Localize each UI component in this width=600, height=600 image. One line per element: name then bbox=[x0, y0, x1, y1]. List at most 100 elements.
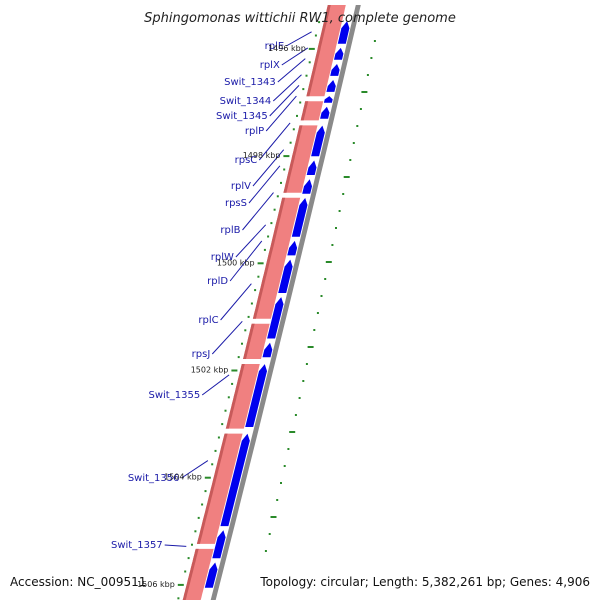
track-segment-edge bbox=[196, 433, 228, 544]
outer-tick bbox=[280, 482, 282, 484]
gene-arrow bbox=[220, 433, 250, 527]
inner-tick bbox=[254, 289, 257, 292]
kbp-label: 1500 kbp bbox=[217, 258, 255, 267]
gene-label: rpsC bbox=[235, 155, 258, 166]
gene-arrow bbox=[334, 47, 344, 60]
inner-tick bbox=[273, 208, 276, 211]
gene-label: Swit_1343 bbox=[224, 77, 276, 88]
outer-tick bbox=[316, 312, 319, 314]
gene-label: rplD bbox=[207, 276, 228, 287]
inner-tick bbox=[191, 543, 193, 546]
gene-label: Swit_1344 bbox=[220, 96, 272, 107]
gene-label: rplW bbox=[211, 252, 234, 263]
inner-tick bbox=[283, 155, 290, 158]
gene-leader-line bbox=[235, 224, 267, 258]
outer-tick bbox=[352, 142, 355, 144]
inner-tick bbox=[227, 396, 230, 399]
gene-arrow bbox=[311, 125, 325, 157]
inner-tick bbox=[299, 101, 302, 104]
gene-label: Swit_1355 bbox=[149, 390, 201, 401]
inner-tick bbox=[276, 195, 279, 198]
gene-arrow bbox=[337, 21, 350, 44]
track-segment bbox=[225, 364, 260, 429]
track-segment-edge bbox=[243, 323, 255, 359]
rrna-track-layer bbox=[182, 5, 361, 600]
track-segment-edge bbox=[306, 5, 331, 97]
kbp-label: 1504 kbp bbox=[164, 473, 202, 482]
inner-tick bbox=[296, 114, 298, 117]
outer-tick bbox=[302, 380, 305, 382]
topology-label: Topology: circular; Length: 5,382,261 bp… bbox=[259, 575, 590, 589]
inner-tick bbox=[217, 436, 220, 439]
inner-tick bbox=[308, 47, 315, 50]
outer-tick bbox=[294, 414, 297, 416]
outer-tick bbox=[270, 516, 277, 518]
gene-leader-line bbox=[277, 58, 306, 83]
inner-tick bbox=[197, 516, 200, 519]
outer-tick bbox=[324, 278, 327, 280]
position-tick-layer bbox=[177, 21, 376, 600]
inner-tick bbox=[280, 181, 282, 184]
track-segment bbox=[306, 5, 346, 97]
inner-tick bbox=[194, 530, 197, 533]
gene-leader-line bbox=[265, 95, 297, 132]
gene-arrow bbox=[306, 160, 317, 175]
outer-tick bbox=[361, 91, 368, 93]
inner-tick bbox=[257, 262, 264, 265]
inner-tick bbox=[283, 168, 286, 171]
gene-leader-line bbox=[269, 85, 300, 117]
backbone-arc bbox=[210, 5, 361, 600]
gene-leader-line bbox=[285, 31, 312, 47]
gene-label: rplX bbox=[260, 60, 280, 71]
outer-tick bbox=[298, 397, 301, 399]
outer-tick bbox=[366, 74, 369, 76]
gene-arrow bbox=[267, 297, 284, 339]
gene-arrow bbox=[287, 240, 298, 256]
inner-tick bbox=[244, 329, 247, 332]
inner-tick bbox=[187, 557, 190, 560]
inner-tick bbox=[184, 570, 187, 573]
inner-tick bbox=[302, 88, 305, 91]
gene-label: rpsJ bbox=[192, 349, 211, 360]
inner-tick bbox=[201, 503, 204, 506]
inner-tick bbox=[250, 302, 253, 305]
gene-leader-line bbox=[229, 240, 263, 282]
outer-tick bbox=[338, 210, 341, 212]
inner-tick bbox=[204, 476, 211, 479]
gene-leader-line bbox=[272, 74, 302, 102]
gene-label: rplC bbox=[198, 315, 218, 326]
inner-tick bbox=[308, 61, 311, 64]
inner-tick bbox=[231, 369, 238, 372]
gene-label: rplE bbox=[265, 41, 285, 52]
inner-tick bbox=[231, 382, 234, 385]
outer-tick bbox=[373, 40, 376, 42]
inner-tick bbox=[237, 356, 240, 359]
accession-label: Accession: NC_009511 bbox=[10, 575, 146, 589]
track-segment-edge bbox=[182, 548, 199, 600]
gene-arrow bbox=[204, 562, 218, 588]
inner-tick bbox=[177, 597, 180, 600]
track-segment bbox=[182, 548, 214, 600]
track-segment bbox=[196, 433, 243, 544]
track-segment bbox=[252, 197, 301, 319]
gene-leader-line bbox=[201, 374, 230, 396]
gene-label: Swit_1345 bbox=[216, 111, 268, 122]
gene-arrow bbox=[212, 530, 226, 559]
outer-tick bbox=[264, 550, 267, 552]
outer-tick bbox=[359, 108, 362, 110]
kbp-label: 1498 kbp bbox=[243, 151, 281, 160]
kbp-label: 1502 kbp bbox=[191, 366, 229, 375]
inner-tick bbox=[263, 248, 266, 251]
gene-leader-line bbox=[220, 283, 252, 321]
gene-arrow bbox=[302, 179, 312, 194]
inner-tick bbox=[241, 342, 243, 345]
track-segment-edge bbox=[252, 197, 286, 319]
outer-tick bbox=[287, 448, 290, 450]
gene-label: Swit_1356 bbox=[128, 473, 180, 484]
outer-tick bbox=[320, 295, 323, 297]
inner-tick bbox=[247, 315, 250, 318]
gene-arrow bbox=[245, 364, 267, 427]
gene-arrow bbox=[278, 259, 293, 293]
kbp-label: 1506 kbp bbox=[137, 580, 175, 589]
